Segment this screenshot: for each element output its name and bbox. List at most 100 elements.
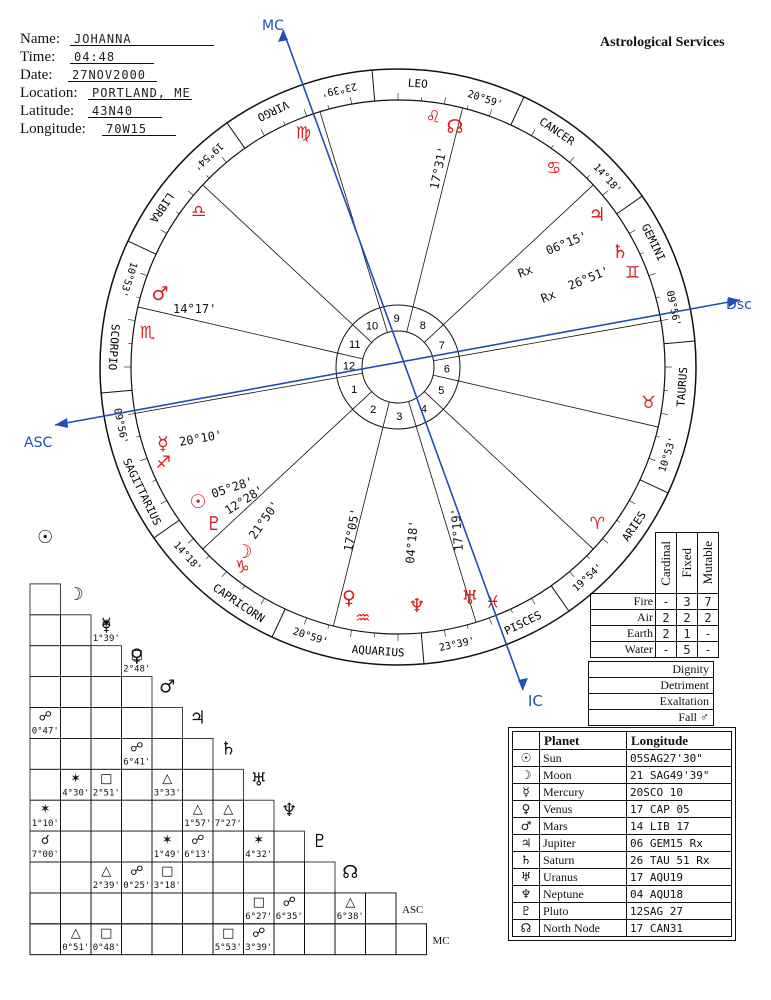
aspect-cell-asc — [90, 892, 122, 925]
house-divider — [433, 355, 460, 362]
aspect-orb: 5°53' — [215, 943, 242, 953]
aspect-symbol-icon: △ — [345, 895, 355, 910]
field-value: 70W15 — [102, 120, 176, 136]
outer-ring — [99, 68, 697, 666]
house-divider — [337, 352, 364, 360]
field-time: Time: 04:48 — [20, 48, 154, 66]
house-divider — [379, 307, 388, 333]
planet-glyph-icon: ☉ — [189, 491, 206, 513]
ic-arrow-icon — [518, 678, 528, 690]
aspect-cell-mc — [151, 923, 183, 956]
planet-glyph-icon: ♃ — [512, 834, 540, 852]
degree-tick — [327, 624, 330, 629]
aspect-symbol-icon: ☌ — [41, 833, 50, 848]
element-count: 2 — [676, 609, 698, 626]
element-count: 2 — [655, 625, 677, 642]
element-label: Water — [590, 641, 656, 658]
house-cusp-line — [134, 377, 338, 414]
aspect-orb: 4°32' — [245, 850, 272, 860]
aspect-planet-glyph-icon: ♂ — [159, 677, 175, 698]
aspect-cell — [121, 707, 153, 739]
element-row-fire: Fire -3 7 — [590, 593, 719, 610]
element-label: Earth — [590, 625, 656, 642]
planet-row-uranus: ♅ Uranus 17 AQU19 — [512, 868, 732, 886]
house-divider — [336, 372, 363, 379]
planet-glyph-icon: ☊ — [447, 116, 464, 138]
field-value: JOHANNA — [70, 30, 214, 46]
aspect-cell — [212, 830, 244, 863]
aspect-cell — [151, 707, 183, 739]
aspect-cell-mc — [29, 923, 61, 956]
aspect-cell — [304, 861, 336, 894]
degree-tick — [629, 500, 636, 505]
aspect-cell — [182, 892, 214, 925]
asc-label: ASC — [24, 435, 52, 451]
aspect-cell — [304, 923, 336, 956]
planet-longitude-table: Planet Longitude ☉ Sun 05SAG27'30" ☽ Moon 21 … — [508, 727, 736, 941]
aspect-cell — [60, 861, 92, 894]
planet-row-saturn: ♄ Saturn 26 TAU 51 Rx — [512, 851, 732, 869]
house-divider — [424, 324, 444, 343]
aspect-orb: 6°35' — [276, 912, 303, 922]
planet-glyph-icon: ☿ — [512, 783, 540, 801]
degree-tick — [350, 629, 352, 637]
house-divider — [408, 401, 417, 427]
aspect-cell — [60, 830, 92, 863]
degree-tick — [128, 319, 136, 321]
degree-tick — [327, 105, 330, 110]
aspect-symbol-icon: ☍ — [252, 926, 265, 941]
aspect-cell — [212, 892, 244, 925]
degree-tick — [221, 571, 227, 578]
aspect-cell — [29, 738, 61, 770]
degree-tick — [140, 273, 148, 276]
sign-boundary — [420, 632, 425, 664]
aspect-cell-asc — [212, 892, 244, 925]
planet-row-north-node: ☊ North Node 17 CAN31 — [512, 919, 732, 937]
house-number: 7 — [439, 340, 445, 352]
aspect-planet-glyph-icon: ♅ — [251, 769, 267, 790]
sign-boundary — [153, 519, 180, 539]
planet-longitude: 21 SAG49'39" — [626, 766, 732, 784]
aspect-orb: 6°41' — [123, 757, 150, 767]
degree-tick — [466, 105, 469, 110]
house-cusp-line — [458, 380, 659, 428]
degree-tick — [160, 500, 167, 505]
aspect-symbol-icon: ✶ — [253, 833, 264, 848]
aspect-symbol-icon: □ — [100, 771, 112, 786]
element-count: 1 — [676, 625, 698, 642]
aspect-cell — [29, 768, 61, 801]
aspect-planet-glyph-icon: ♄ — [220, 738, 236, 759]
aspect-symbol-icon: □ — [131, 648, 143, 663]
field-label: Location: — [20, 85, 78, 101]
aspect-symbol-icon: △ — [71, 926, 81, 941]
aspect-orb: 2°39' — [93, 881, 120, 891]
planet-glyph-icon: ♆ — [408, 595, 425, 617]
aspect-cell — [60, 892, 92, 925]
aspect-symbol-icon: ✶ — [40, 802, 51, 817]
aspect-symbol-icon: △ — [193, 802, 203, 817]
house-divider — [432, 374, 459, 382]
house-cusp-line — [202, 408, 353, 550]
degree-tick — [489, 617, 492, 625]
planet-row-mercury: ☿ Mercury 20SCO 10 — [512, 783, 732, 801]
aspect-cell — [151, 738, 183, 770]
sign-boundary — [226, 122, 246, 149]
degree-tick — [350, 97, 352, 105]
dignity-row: Dignity — [589, 662, 713, 678]
sign-glyph-icon: ♊ — [625, 263, 640, 283]
aspect-cell — [29, 583, 61, 616]
aspect-planet-glyph-icon: ☽ — [68, 584, 84, 605]
house-number: 3 — [396, 411, 402, 423]
aspect-symbol-icon: □ — [161, 864, 173, 879]
element-count: 5 — [676, 641, 698, 658]
asc-dsc-axis — [54, 299, 741, 426]
element-label: Fire — [590, 593, 656, 610]
planet-row-mars: ♂ Mars 14 LIB 17 — [512, 817, 732, 835]
house-cusp-line — [319, 111, 381, 308]
aspect-cell — [90, 645, 122, 678]
planet-glyph-icon: ♅ — [461, 587, 478, 609]
aspect-cell-mc — [395, 923, 427, 956]
house-number: 2 — [370, 404, 376, 416]
aspect-cell — [243, 861, 275, 894]
aspect-symbol-icon: ☍ — [130, 864, 143, 879]
